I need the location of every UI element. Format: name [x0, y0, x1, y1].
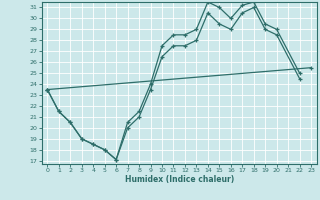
X-axis label: Humidex (Indice chaleur): Humidex (Indice chaleur) — [124, 175, 234, 184]
